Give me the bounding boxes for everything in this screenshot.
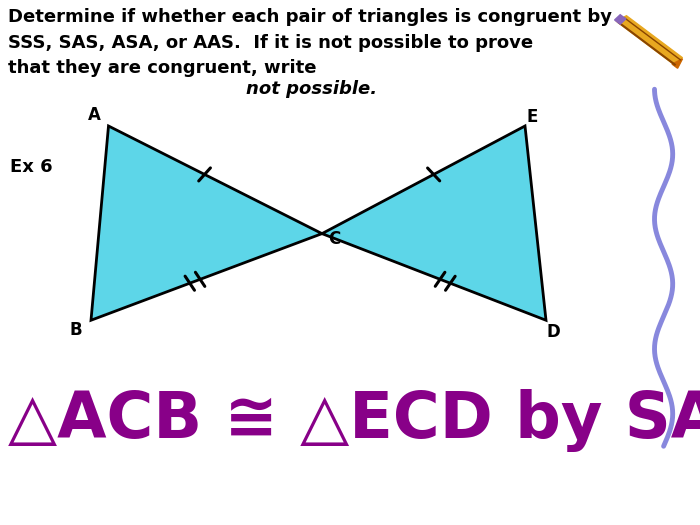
Polygon shape — [91, 126, 322, 320]
Text: A: A — [88, 107, 101, 124]
Polygon shape — [615, 15, 626, 24]
Text: C: C — [328, 230, 341, 248]
Text: △ACB ≅ △ECD by SAS: △ACB ≅ △ECD by SAS — [8, 388, 700, 452]
Polygon shape — [616, 16, 682, 63]
Text: B: B — [69, 321, 82, 339]
Polygon shape — [672, 59, 682, 68]
Text: D: D — [546, 323, 560, 341]
Text: not possible.: not possible. — [246, 80, 377, 98]
Text: Determine if whether each pair of triangles is congruent by
SSS, SAS, ASA, or AA: Determine if whether each pair of triang… — [8, 8, 612, 77]
Polygon shape — [322, 126, 546, 320]
Text: E: E — [526, 108, 538, 125]
Text: Ex 6: Ex 6 — [10, 158, 53, 175]
